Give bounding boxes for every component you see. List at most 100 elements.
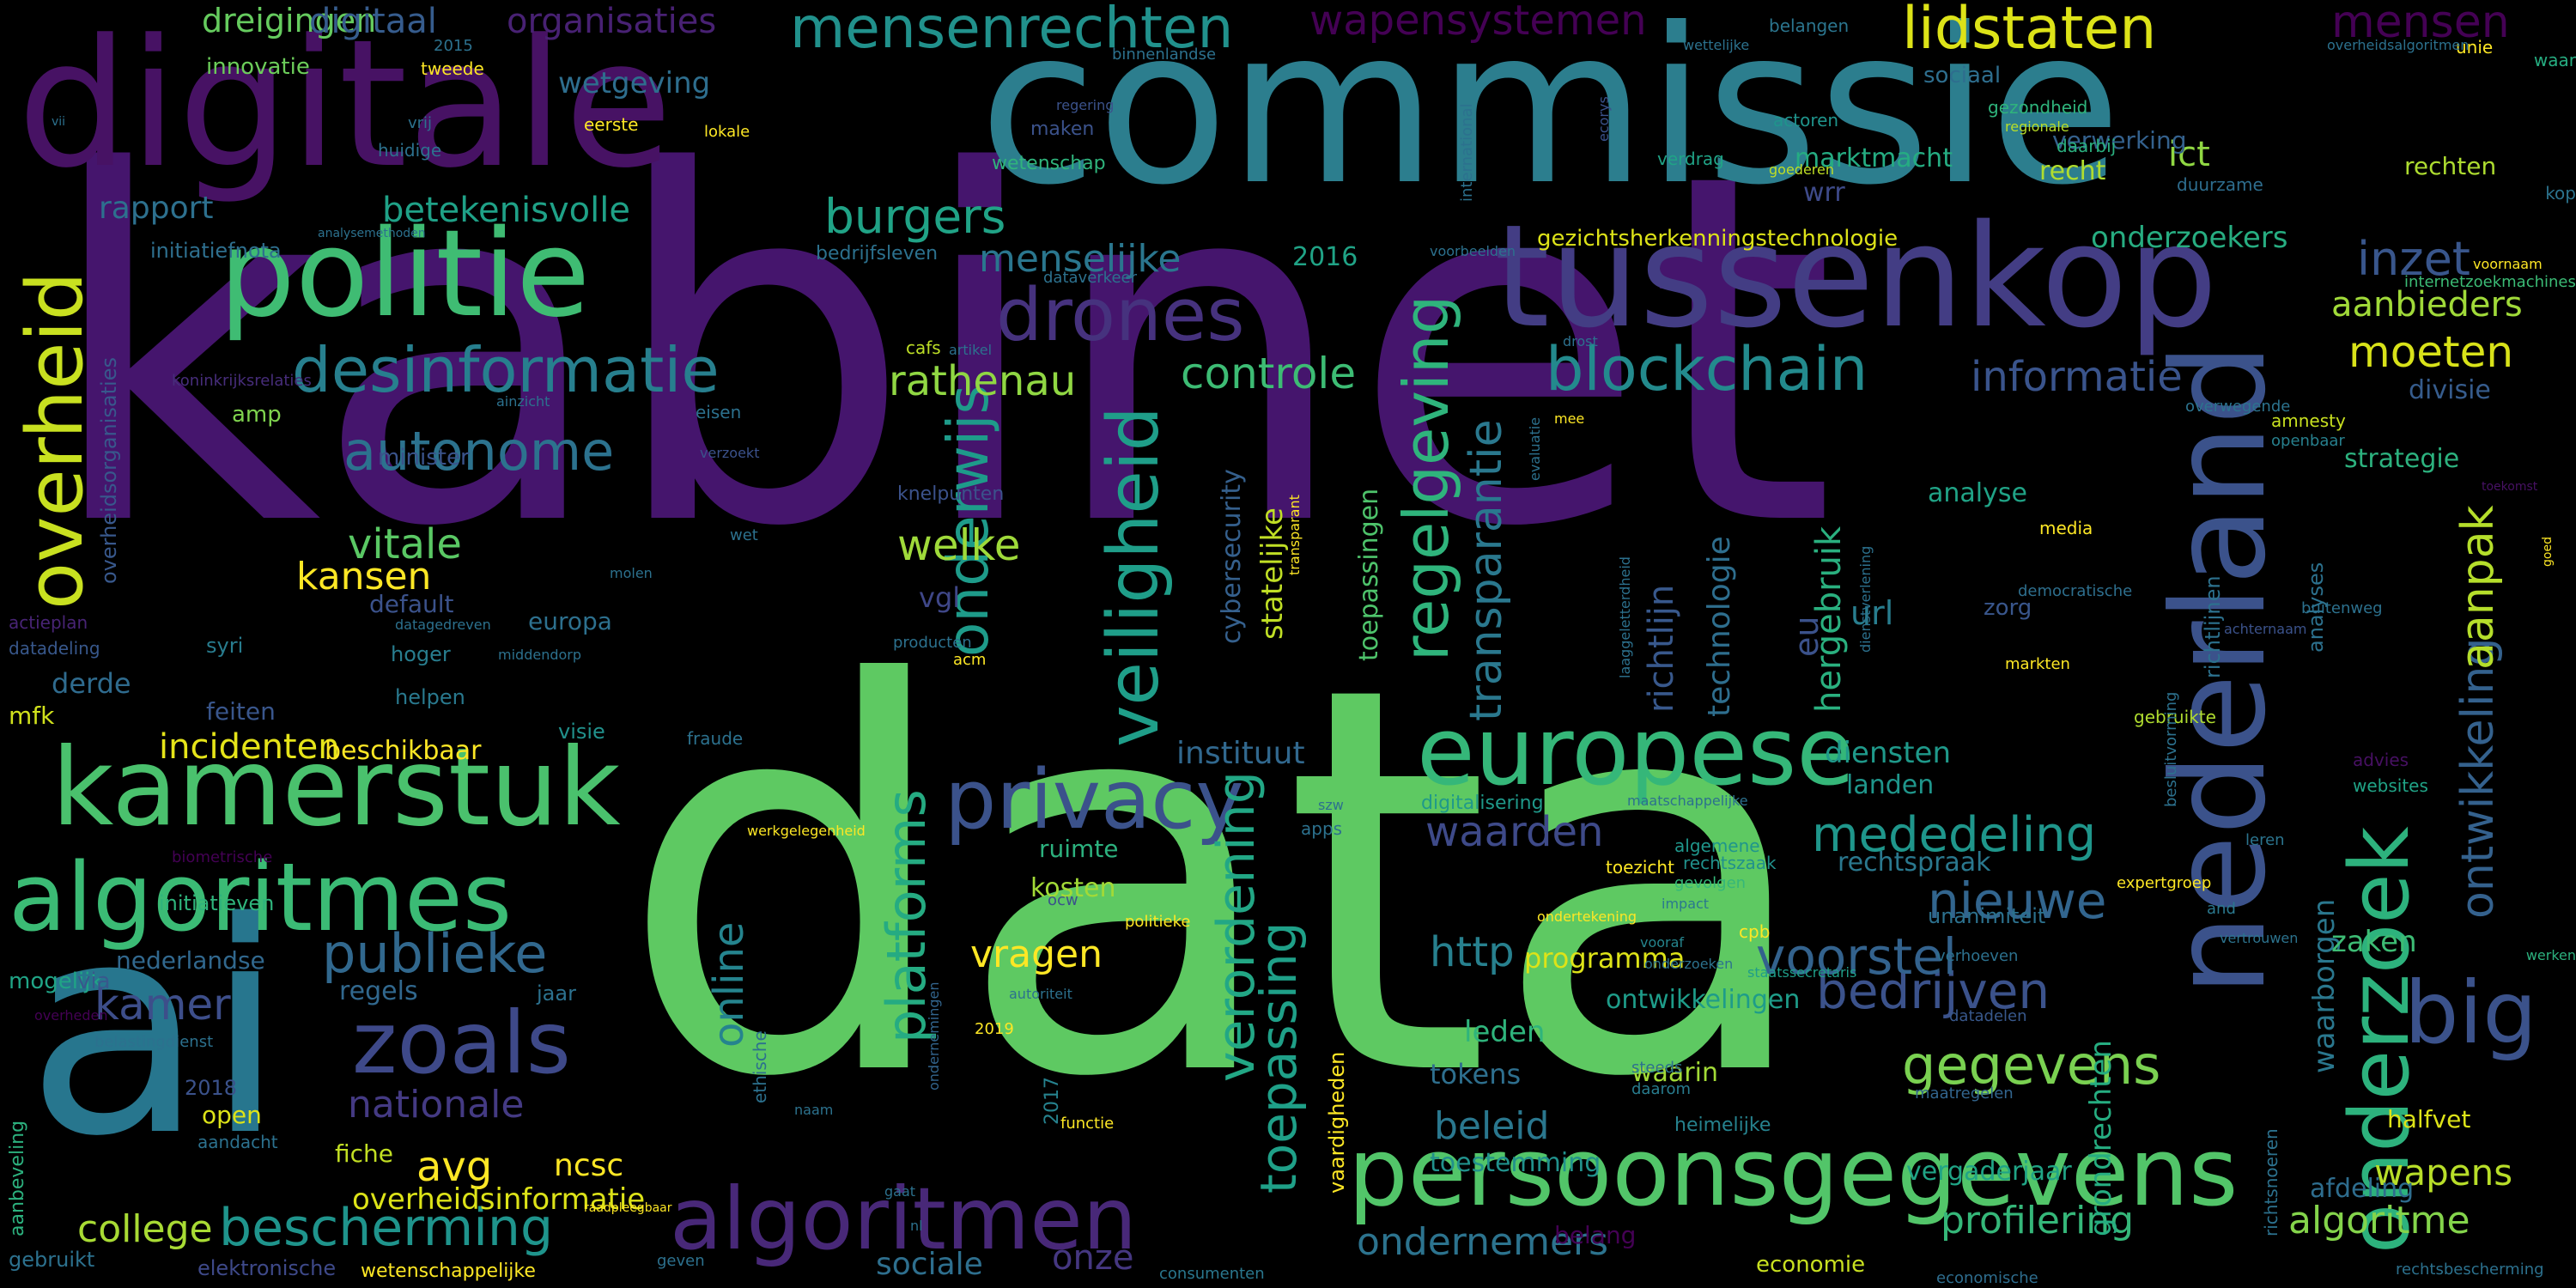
word-aanbeveling: aanbeveling — [7, 1120, 28, 1236]
word-steeds: steeds — [1631, 1059, 1683, 1077]
word-rechten: rechten — [2404, 152, 2497, 180]
word-mee: mee — [1554, 410, 1585, 427]
word-dienstverlening: dienstverlening — [1857, 545, 1874, 653]
word-beleid: beleid — [1434, 1104, 1550, 1148]
word-staatssecretaris: staatssecretaris — [1747, 964, 1857, 981]
word-wetgeving: wetgeving — [558, 66, 711, 100]
word-maatregelen: maatregelen — [1915, 1084, 2014, 1103]
word-kamerstuk: kamerstuk — [52, 726, 621, 850]
word-ruimte: ruimte — [1039, 835, 1119, 863]
word-tokens: tokens — [1430, 1058, 1522, 1091]
word-kabinet: kabinet — [43, 72, 1836, 632]
word-rapport: rapport — [99, 191, 214, 226]
word-publieke: publieke — [322, 922, 548, 985]
word-syri: syri — [206, 634, 244, 658]
word-goed: goed — [2541, 537, 2555, 567]
word-2015: 2015 — [434, 37, 473, 55]
word-nederlandse: nederlandse — [116, 946, 265, 975]
word-visie: visie — [558, 720, 605, 744]
word-halfvet: halfvet — [2387, 1105, 2471, 1133]
word-koninkrijksrelaties: koninkrijksrelaties — [172, 372, 312, 390]
word-persoonsgegevens: persoonsgegevens — [1348, 1117, 2239, 1227]
word-url: url — [1850, 594, 1894, 632]
word-ondernemers: ondernemers — [1357, 1220, 1609, 1264]
word-marktmacht: marktmacht — [1795, 143, 1953, 173]
word-onze: onze — [1052, 1238, 1134, 1278]
word-elektronische: elektronische — [197, 1256, 337, 1280]
word-datadeling: datadeling — [9, 638, 100, 659]
word-wetenschappelijke: wetenschappelijke — [361, 1261, 536, 1282]
word-fraude: fraude — [687, 728, 744, 749]
word-waarin: waarin — [1631, 1058, 1718, 1088]
word-privacy: privacy — [945, 753, 1244, 848]
word-expertgroep: expertgroep — [2117, 874, 2212, 892]
word-democratische: democratische — [2018, 582, 2133, 600]
word-veiligheid: veiligheid — [1093, 406, 1175, 747]
word-leren: leren — [2245, 831, 2285, 849]
word-analyse: analyse — [1928, 478, 2027, 508]
word-overheid: overheid — [10, 271, 100, 610]
word-incidenten: incidenten — [159, 727, 340, 767]
word-eerste: eerste — [584, 114, 639, 135]
word-kosten: kosten — [1030, 873, 1116, 903]
word-drones: drones — [996, 273, 1245, 358]
word-laaggeletterdheid: laaggeletterdheid — [1617, 556, 1633, 678]
word-avg: avg — [416, 1143, 493, 1191]
word-media: media — [2039, 518, 2093, 538]
word-functie: functie — [1060, 1115, 1115, 1133]
word-data: data — [618, 574, 1818, 1194]
word-cybersecurity: cybersecurity — [1217, 469, 1247, 644]
word-jaar: jaar — [537, 981, 576, 1005]
word-geven: geven — [657, 1252, 705, 1270]
word-verzoekt: verzoekt — [700, 445, 760, 461]
word-kamer: kamer — [94, 980, 231, 1030]
word-college: college — [77, 1207, 213, 1251]
word-organisaties: organisaties — [507, 2, 717, 41]
word-dataverkeer: dataverkeer — [1043, 269, 1138, 287]
word-open: open — [202, 1101, 262, 1129]
word-onderzoekers: onderzoekers — [2091, 221, 2288, 255]
word-initiatiefnota: initiatiefnota — [150, 239, 282, 263]
word-inzet: inzet — [2357, 232, 2470, 286]
word-producten: producten — [893, 634, 972, 652]
word-onderzoeken: onderzoeken — [1644, 956, 1734, 972]
word-minister: minister — [378, 445, 470, 471]
word-amp: amp — [232, 402, 282, 428]
word-cafs: cafs — [906, 337, 941, 358]
word-overheidsalgoritmen: overheidsalgoritmen — [2327, 37, 2470, 53]
word-rechtspraak: rechtspraak — [1838, 848, 1991, 878]
word-knelpunten: knelpunten — [897, 483, 1005, 505]
word-aanbieders: aanbieders — [2331, 285, 2523, 325]
word-zorg: zorg — [1984, 595, 2032, 621]
word-wet: wet — [730, 526, 758, 544]
word-richtlijn: richtlijn — [1642, 584, 1681, 713]
word-datadelen: datadelen — [1949, 1007, 2027, 1025]
word-toekomst: toekomst — [2482, 480, 2538, 494]
word-vitale: vitale — [348, 520, 462, 568]
word-bescherming: bescherming — [219, 1198, 554, 1258]
word-burgers: burgers — [824, 189, 1006, 244]
word-politieke: politieke — [1125, 913, 1191, 931]
word-wapensystemen: wapensystemen — [1309, 0, 1647, 45]
word-divisie: divisie — [2409, 375, 2491, 405]
word-via: via — [77, 969, 111, 994]
word-markten: markten — [2005, 655, 2070, 673]
word-nieuwe: nieuwe — [1928, 872, 2107, 930]
word-vergaderjaar: vergaderjaar — [1906, 1157, 2072, 1187]
word-openbaar: openbaar — [2271, 432, 2345, 450]
word-ocw: ocw — [1048, 891, 1078, 909]
word-beschikbaar: beschikbaar — [325, 736, 482, 766]
word-informatie: informatie — [1971, 353, 2183, 401]
word-daarom: daarom — [1631, 1080, 1692, 1098]
word-digitaal: digitaal — [309, 2, 437, 41]
word-kop: kop — [2545, 183, 2576, 204]
word-belang: belang — [1554, 1221, 1637, 1249]
word-gebruikt: gebruikt — [9, 1248, 95, 1272]
word-politie: politie — [219, 204, 591, 344]
word-richtsnoeren: richtsnoeren — [2261, 1128, 2281, 1236]
word-bedrijfsleven: bedrijfsleven — [816, 243, 939, 264]
word-dreigingen: dreigingen — [202, 2, 377, 39]
word-economie: economie — [1756, 1252, 1866, 1278]
word-websites: websites — [2353, 775, 2428, 796]
